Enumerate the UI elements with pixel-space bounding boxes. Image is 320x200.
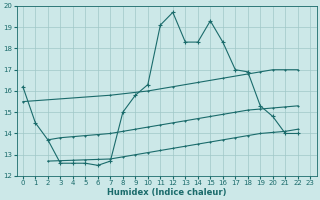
X-axis label: Humidex (Indice chaleur): Humidex (Indice chaleur) [107,188,226,197]
